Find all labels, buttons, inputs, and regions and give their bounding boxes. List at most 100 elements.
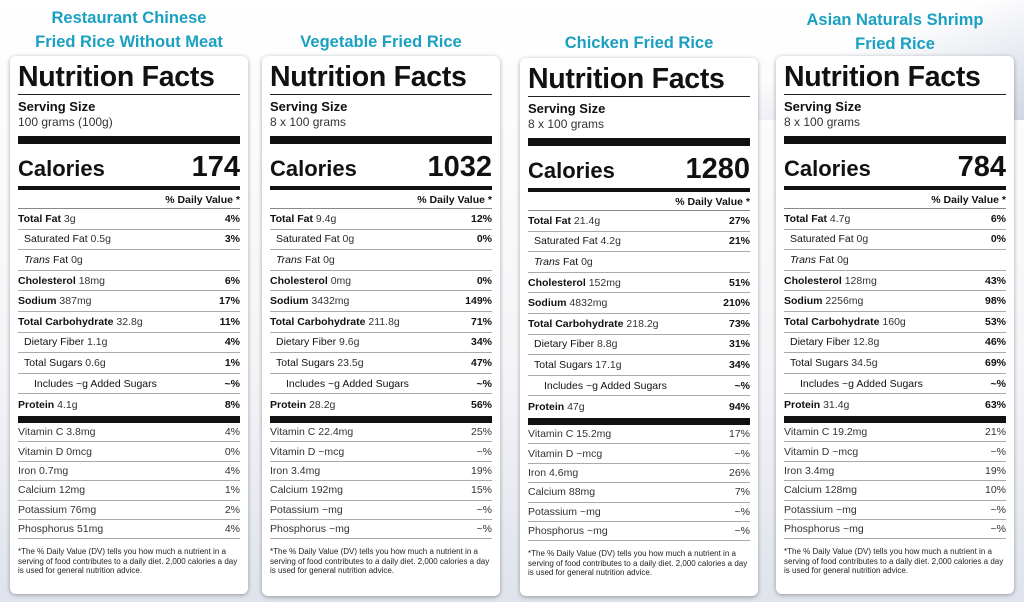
protein-row: Protein 4.1g 8%	[18, 394, 240, 415]
added-sugars-label: Includes ~g Added Sugars	[544, 379, 667, 392]
phosphorus-amount: ~mg	[842, 523, 864, 536]
product-title-line-1: Asian Naturals Shrimp	[806, 11, 984, 29]
nutrition-column: Vegetable Fried Rice Nutrition Facts Ser…	[258, 0, 504, 602]
total-fat-label: Total Fat	[18, 212, 61, 225]
dietary-fiber-pct: 46%	[984, 336, 1006, 349]
sodium-amount: 4832mg	[569, 297, 608, 310]
total-sugars-label: Total Sugars	[24, 356, 83, 369]
vitamin-d-row: Vitamin D ~mcg ~%	[528, 444, 750, 464]
phosphorus-pct: ~%	[990, 523, 1006, 536]
phosphorus-pct: 4%	[224, 523, 240, 536]
phosphorus-row: Phosphorus ~mg ~%	[270, 520, 492, 540]
potassium-row: Potassium ~mg ~%	[270, 501, 492, 520]
saturated-fat-row: Saturated Fat 0g 0%	[270, 230, 492, 251]
phosphorus-amount: ~mg	[328, 523, 350, 536]
total-fat-amount: 21.4g	[573, 214, 601, 227]
total-sugars-row: Total Sugars 34.5g 69%	[784, 353, 1006, 374]
cholesterol-row: Cholesterol 152mg 51%	[528, 273, 750, 294]
total-sugars-label: Total Sugars	[790, 356, 849, 369]
divider-thick	[784, 415, 1006, 423]
calcium-label: Calcium	[784, 484, 822, 497]
calcium-label: Calcium	[18, 484, 56, 497]
divider-thick	[270, 136, 492, 144]
dietary-fiber-row: Dietary Fiber 8.8g 31%	[528, 335, 750, 356]
cholesterol-row: Cholesterol 0mg 0%	[270, 271, 492, 292]
vitamin-c-amount: 3.8mg	[66, 426, 96, 439]
vitamin-c-row: Vitamin C 19.2mg 21%	[784, 423, 1006, 443]
product-title: Chicken Fried Rice	[516, 31, 762, 55]
vitamin-d-label: Vitamin D	[528, 447, 574, 460]
divider-thick	[528, 417, 750, 425]
phosphorus-row: Phosphorus 51mg 4%	[18, 520, 240, 540]
dietary-fiber-pct: 31%	[728, 338, 750, 351]
calcium-row: Calcium 12mg 1%	[18, 481, 240, 501]
nutrition-facts-heading: Nutrition Facts	[270, 61, 467, 93]
vitamin-d-label: Vitamin D	[784, 445, 830, 458]
daily-value-footnote: *The % Daily Value (DV) tells you how mu…	[528, 549, 748, 578]
daily-value-footnote: *The % Daily Value (DV) tells you how mu…	[18, 547, 238, 576]
trans-fat-label: Fat	[50, 253, 69, 266]
divider-thick	[18, 415, 240, 423]
total-sugars-pct: 47%	[470, 356, 492, 369]
nutrition-label: Nutrition Facts Serving Size 8 x 100 gra…	[776, 56, 1014, 594]
total-carbohydrate-label: Total Carbohydrate	[18, 315, 114, 328]
potassium-pct: ~%	[734, 505, 750, 518]
vitamin-d-pct: 0%	[224, 445, 240, 458]
daily-value-footnote: *The % Daily Value (DV) tells you how mu…	[784, 547, 1004, 576]
total-carbohydrate-pct: 11%	[219, 315, 240, 328]
protein-amount: 4.1g	[57, 398, 78, 411]
dietary-fiber-row: Dietary Fiber 1.1g 4%	[18, 333, 240, 354]
vitamin-c-label: Vitamin C	[18, 426, 64, 439]
serving-size-label: Serving Size	[784, 99, 862, 114]
saturated-fat-label: Saturated Fat	[534, 235, 598, 248]
iron-label: Iron	[528, 466, 547, 479]
sodium-label: Sodium	[18, 295, 57, 308]
vitamin-d-row: Vitamin D ~mcg ~%	[270, 442, 492, 462]
dietary-fiber-amount: 12.8g	[853, 336, 880, 349]
total-carbohydrate-row: Total Carbohydrate 160g 53%	[784, 312, 1006, 333]
calcium-row: Calcium 88mg 7%	[528, 483, 750, 503]
calories-label: Calories	[18, 156, 105, 181]
trans-fat-label-italic: Trans	[534, 255, 561, 268]
product-title: Asian Naturals Shrimp Fried Rice	[772, 8, 1018, 56]
potassium-label: Potassium	[18, 503, 68, 516]
daily-value-footnote: *The % Daily Value (DV) tells you how mu…	[270, 547, 490, 576]
saturated-fat-amount: 0g	[342, 233, 355, 246]
calories-label: Calories	[270, 156, 357, 181]
vitamin-c-label: Vitamin C	[528, 428, 574, 441]
added-sugars-label: Includes ~g Added Sugars	[800, 377, 923, 390]
iron-amount: 0.7mg	[39, 464, 69, 477]
calories-value: 1280	[685, 153, 750, 185]
total-fat-pct: 4%	[224, 212, 240, 225]
total-carbohydrate-row: Total Carbohydrate 32.8g 11%	[18, 312, 240, 333]
potassium-amount: ~mg	[835, 503, 857, 516]
product-title-line-2: Fried Rice Without Meat	[35, 33, 223, 51]
protein-label: Protein	[784, 398, 821, 411]
serving-size-value: 8 x 100 grams	[270, 115, 347, 129]
vitamin-d-row: Vitamin D ~mcg ~%	[784, 442, 1006, 462]
vitamin-c-amount: 15.2mg	[576, 428, 612, 441]
nutrition-facts-heading: Nutrition Facts	[18, 61, 215, 93]
trans-fat-label-italic: Trans	[276, 253, 303, 266]
total-fat-label: Total Fat	[784, 212, 827, 225]
total-fat-amount: 4.7g	[829, 212, 851, 225]
iron-label: Iron	[784, 464, 803, 477]
phosphorus-label: Phosphorus	[270, 523, 327, 536]
product-title-line-1: Chicken Fried Rice	[564, 34, 714, 52]
divider	[528, 96, 750, 97]
divider	[270, 94, 492, 95]
daily-value-header: % Daily Value *	[528, 194, 750, 211]
dietary-fiber-pct: 34%	[470, 336, 492, 349]
potassium-row: Potassium ~mg ~%	[784, 501, 1006, 520]
iron-pct: 26%	[728, 466, 750, 479]
cholesterol-row: Cholesterol 18mg 6%	[18, 271, 240, 292]
iron-label: Iron	[18, 464, 37, 477]
saturated-fat-amount: 0.5g	[90, 233, 111, 246]
added-sugars-label: Includes ~g Added Sugars	[286, 377, 409, 390]
cholesterol-pct: 43%	[984, 274, 1006, 287]
iron-row: Iron 3.4mg 19%	[784, 462, 1006, 482]
phosphorus-label: Phosphorus	[528, 525, 585, 538]
dietary-fiber-label: Dietary Fiber	[534, 338, 595, 351]
cholesterol-label: Cholesterol	[270, 274, 328, 287]
serving-size-value: 8 x 100 grams	[528, 117, 605, 131]
